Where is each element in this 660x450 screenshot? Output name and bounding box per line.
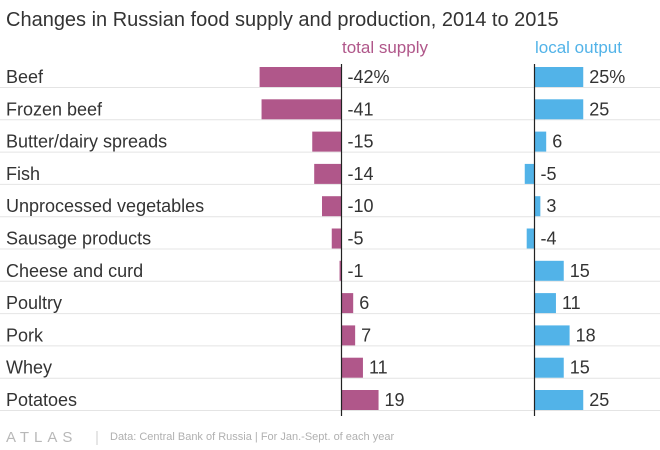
value-label: 11: [562, 293, 581, 313]
source-note: Data: Central Bank of Russia | For Jan.-…: [110, 431, 394, 443]
bar-local-output: [534, 390, 584, 410]
category-label: Frozen beef: [6, 99, 103, 119]
bar-total-supply: [259, 67, 342, 87]
bar-total-supply: [314, 163, 342, 184]
gridlines: [0, 87, 660, 411]
value-label: 18: [576, 325, 596, 345]
bar-total-supply: [341, 390, 379, 410]
bar-local-output: [534, 260, 564, 281]
value-label: 6: [552, 132, 562, 152]
category-label: Cheese and curd: [6, 261, 143, 281]
category-label: Whey: [6, 358, 52, 378]
category-label: Poultry: [6, 293, 62, 313]
bar-total-supply: [312, 131, 342, 152]
bar-local-output: [526, 228, 535, 249]
value-label: 6: [359, 293, 369, 313]
category-label: Butter/dairy spreads: [6, 132, 167, 152]
bars: [259, 67, 584, 410]
bar-local-output: [534, 293, 556, 314]
value-label: -5: [348, 229, 364, 249]
bar-total-supply: [341, 293, 354, 314]
value-label: -4: [541, 229, 557, 249]
bar-local-output: [534, 325, 570, 346]
bar-total-supply: [341, 325, 356, 346]
bar-total-supply: [322, 196, 342, 217]
series-header-total-supply: total supply: [342, 38, 428, 57]
bar-local-output: [534, 99, 584, 120]
category-labels: Beef Frozen beef Butter/dairy spreads Fish U…: [6, 67, 204, 410]
value-label: 25%: [589, 67, 625, 87]
value-label: 11: [369, 358, 388, 378]
bar-local-output: [534, 131, 547, 152]
category-label: Potatoes: [6, 390, 77, 410]
bar-local-output: [534, 67, 584, 87]
bar-total-supply: [261, 99, 342, 120]
bar-local-output: [534, 357, 564, 378]
bar-local-output: [534, 196, 541, 217]
value-label: 25: [589, 390, 609, 410]
category-label: Pork: [6, 325, 44, 345]
value-label: 7: [361, 325, 371, 345]
bar-total-supply: [339, 260, 342, 281]
value-label: 15: [570, 358, 590, 378]
category-label: Beef: [6, 67, 44, 87]
zero-axes: [340, 64, 536, 416]
value-label: -14: [348, 164, 374, 184]
value-label: 19: [385, 390, 405, 410]
category-label: Sausage products: [6, 229, 151, 249]
bar-local-output: [524, 163, 535, 184]
value-label: -5: [541, 164, 557, 184]
series-header-local-output: local output: [535, 38, 622, 57]
value-label: -15: [348, 132, 374, 152]
value-label: -42%: [348, 67, 390, 87]
value-label: 3: [546, 196, 556, 216]
bar-total-supply: [331, 228, 342, 249]
value-label: 25: [589, 99, 609, 119]
category-label: Unprocessed vegetables: [6, 196, 204, 216]
bar-total-supply: [341, 357, 363, 378]
value-label: 15: [570, 261, 590, 281]
chart-title: Changes in Russian food supply and produ…: [6, 9, 559, 31]
atlas-logo: ATLAS: [6, 429, 77, 446]
value-label: -1: [348, 261, 364, 281]
category-label: Fish: [6, 164, 40, 184]
value-label: -41: [348, 99, 374, 119]
value-label: -10: [348, 196, 374, 216]
value-labels: -42% 25% -41 25 -15 6 -14 -5 -10 3 -5 -4 -1 15 6 11 7 18 1…: [348, 67, 626, 410]
